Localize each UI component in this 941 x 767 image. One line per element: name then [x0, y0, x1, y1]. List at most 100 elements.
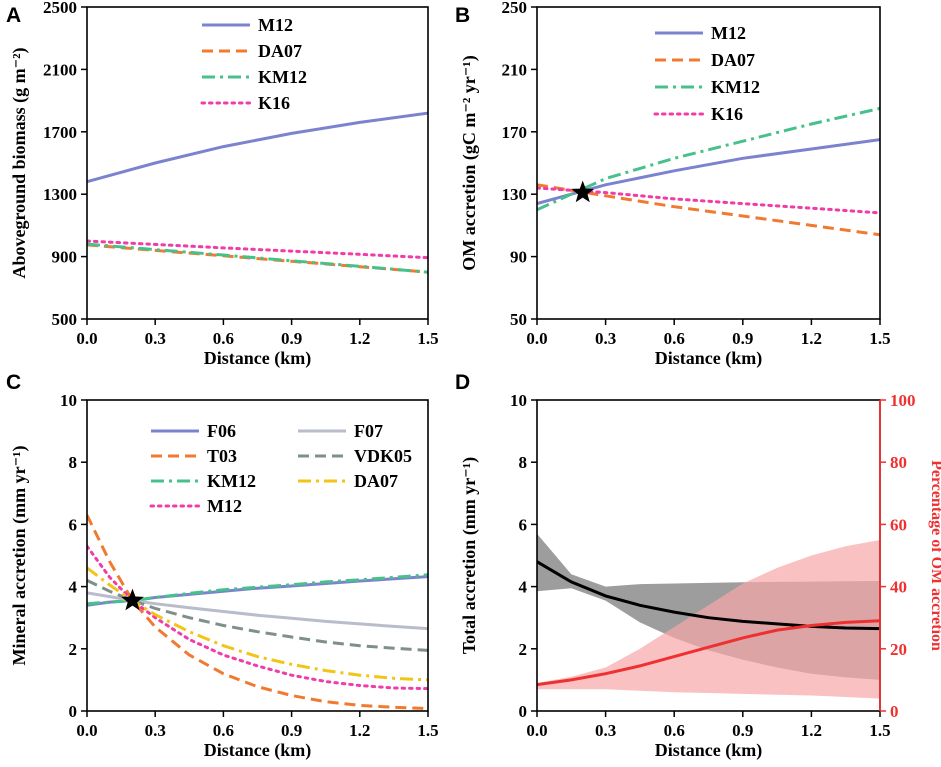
- panel-c: C 0.0 0.3 0.6 0.9 1.2 1.5 0 2 4 6 8 10 Distance (km) M…: [6, 371, 439, 761]
- x-tick-label: 0.3: [595, 329, 616, 348]
- y-tick-label: 10: [510, 391, 527, 410]
- y-tick-label: 2: [519, 640, 528, 659]
- x-tick-label: 0.9: [281, 329, 302, 348]
- x-tick-label: 0.9: [732, 329, 753, 348]
- legend: M12 DA07 KM12 K16: [200, 15, 307, 113]
- legend-entry: M12: [149, 496, 242, 516]
- series-line-da07: [87, 566, 428, 682]
- x-tick-label: 1.2: [801, 329, 822, 348]
- y-tick-label: 900: [52, 248, 78, 267]
- legend-label: K16: [258, 93, 290, 113]
- star-marker: [121, 588, 144, 611]
- x-axis-title: Distance (km): [204, 348, 311, 369]
- y-tick-label: 130: [502, 185, 528, 204]
- legend-label: M12: [207, 496, 242, 516]
- y-tick-label: 8: [69, 453, 78, 472]
- x-tick-label: 1.2: [801, 721, 822, 740]
- series-line-km12: [537, 106, 880, 212]
- legend-label: F07: [354, 421, 383, 441]
- legend-label: T03: [207, 446, 237, 466]
- series-line-km12: [87, 573, 428, 606]
- y-tick-label: 6: [69, 515, 78, 534]
- y-right-tick-label: 80: [890, 453, 907, 472]
- legend-entry: M12: [202, 15, 293, 35]
- legend-entry: F06: [151, 421, 236, 441]
- x-tick-label: 1.5: [417, 329, 438, 348]
- legend-label: M12: [258, 15, 293, 35]
- x-tick-label: 0.3: [595, 721, 616, 740]
- x-tick-label: 0.0: [76, 329, 97, 348]
- y-tick-label: 8: [519, 453, 528, 472]
- y-tick-label: 500: [52, 310, 78, 329]
- legend-entry: VDK05: [298, 446, 412, 466]
- series-line-vdk05: [87, 579, 428, 652]
- y-axis-title: Total accretion (mm yr⁻¹): [459, 457, 480, 654]
- legend-entry: DA07: [655, 50, 755, 70]
- legend-label: F06: [207, 421, 236, 441]
- x-tick-label: 0.9: [732, 721, 753, 740]
- plot-area: [87, 111, 428, 274]
- series-line-t03: [87, 514, 428, 710]
- y-tick-label: 4: [69, 578, 78, 597]
- legend-entry: M12: [655, 23, 746, 43]
- legend-entry: DA07: [298, 471, 398, 491]
- y-tick-label: 1700: [43, 123, 77, 142]
- x-axis-title: Distance (km): [655, 740, 762, 761]
- legend-entry: K16: [653, 104, 743, 124]
- plot-frame: [86, 6, 429, 320]
- legend-label: K16: [711, 104, 743, 124]
- y-axis-title: OM accretion (gC m⁻² yr⁻¹): [459, 55, 480, 270]
- y-right-axis-title: Percentage of OM accretion: [928, 460, 941, 651]
- x-tick-label: 0.3: [145, 329, 166, 348]
- legend-entry: KM12: [151, 471, 256, 491]
- legend-entry: DA07: [202, 41, 302, 61]
- legend-label: KM12: [258, 67, 307, 87]
- legend-label: KM12: [711, 77, 760, 97]
- legend-label: M12: [711, 23, 746, 43]
- right-axis: 0 20 40 60 80 100 Percentage of OM accretion: [879, 391, 941, 721]
- x-tick-label: 0.6: [213, 721, 234, 740]
- plot-frame: [536, 6, 881, 320]
- x-tick-label: 0.0: [526, 329, 547, 348]
- y-tick-label: 2: [69, 640, 78, 659]
- series-line-total-accretion: [537, 560, 880, 631]
- panel-d: D0.0 0.3 0.6 0.9 1.2 1.50246810020406080100Pe…: [455, 371, 941, 761]
- panel-label: D: [455, 371, 470, 394]
- legend-entry: KM12: [655, 77, 760, 97]
- y-right-tick-label: 60: [890, 515, 907, 534]
- legend-label: DA07: [711, 50, 755, 70]
- y-right-tick-label: 0: [890, 702, 899, 721]
- y-right-tick-label: 100: [890, 391, 916, 410]
- y-tick-label: 90: [510, 248, 527, 267]
- panel-label: B: [455, 4, 470, 27]
- x-axis-title: Distance (km): [655, 348, 762, 369]
- y-right-tick-label: 20: [890, 640, 907, 659]
- series-line-m12: [87, 544, 428, 691]
- plot-area: [537, 106, 880, 237]
- y-tick-label: 4: [519, 578, 528, 597]
- x-tick-label: 0.6: [213, 329, 234, 348]
- series-line-k16: [87, 239, 428, 260]
- x-axis-title: Distance (km): [204, 740, 311, 761]
- plot-area: [87, 514, 428, 710]
- panel-label: C: [6, 371, 21, 394]
- y-tick-label: 250: [502, 0, 528, 17]
- legend-label: VDK05: [354, 446, 412, 466]
- legend-entry: T03: [151, 446, 237, 466]
- y-tick-label: 6: [519, 515, 528, 534]
- x-tick-label: 0.3: [145, 721, 166, 740]
- series-line-m12: [87, 111, 428, 184]
- x-tick-label: 0.0: [526, 721, 547, 740]
- y-right-tick-label: 40: [890, 578, 907, 597]
- panels: A0.0 0.3 0.6 0.9 1.2 1.5500900130017002100250…: [6, 0, 941, 761]
- y-tick-label: 170: [502, 123, 528, 142]
- y-tick-label: 10: [60, 391, 77, 410]
- panel-label: A: [6, 4, 21, 27]
- legend-entry: K16: [200, 93, 290, 113]
- uncertainty-band-om: [537, 540, 880, 699]
- x-tick-label: 0.0: [76, 721, 97, 740]
- legend-entry: KM12: [202, 67, 307, 87]
- y-axis-title: Aboveground biomass (g m⁻²): [9, 47, 30, 278]
- series-line-da07: [537, 183, 880, 237]
